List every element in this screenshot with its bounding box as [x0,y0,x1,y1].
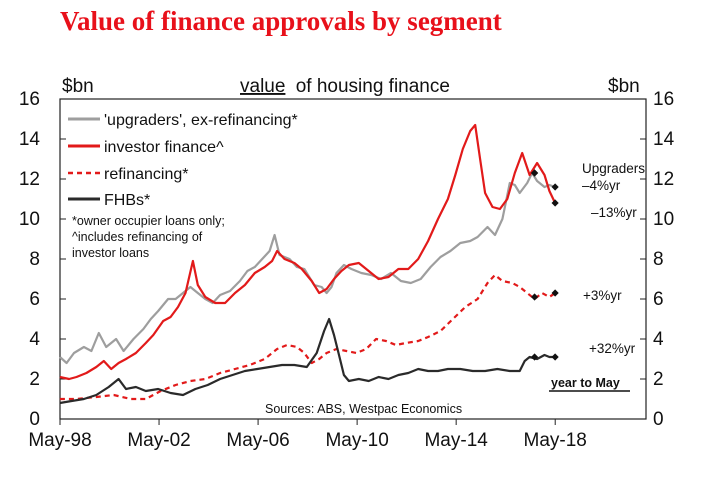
axis-ticks: 0 0 2 2 4 4 6 6 8 8 10 10 12 12 14 14 16 16 May-98 May-02 Ma… [19,89,675,451]
x-tick-label: May-10 [325,430,388,451]
marker-fhb [530,353,539,361]
page-title: Value of finance approvals by segment [60,6,502,36]
annotation-upgraders-name: Upgraders [582,161,645,176]
y-tick-label-right: 4 [653,329,664,350]
marker-investor [551,199,559,207]
legend-label-fhb: FHBs* [104,192,150,209]
x-tick-label: May-18 [524,430,587,451]
series-line-refinancing [59,273,556,401]
y-tick-label-left: 0 [29,409,40,430]
y-tick-label-left: 4 [29,329,40,350]
marker-fhb [551,353,559,361]
right-axis-unit: $bn [608,76,640,97]
series-line-fhb [59,317,556,405]
y-tick-label-left: 16 [19,89,40,110]
y-tick-label-left: 8 [29,249,40,270]
marker-upgraders [551,183,559,191]
x-tick-label: May-06 [226,430,289,451]
y-tick-label-right: 8 [653,249,664,270]
annotation-investor-change: –13%yr [591,205,637,220]
y-tick-label-left: 10 [19,209,40,230]
legend-label-upgraders: 'upgraders', ex-refinancing* [104,112,298,129]
y-tick-label-left: 12 [19,169,40,190]
left-axis-unit: $bn [62,76,94,97]
annotation-upgraders-change: –4%yr [582,178,621,193]
y-tick-label-right: 12 [653,169,674,190]
series-layer [59,123,557,405]
y-tick-label-left: 6 [29,289,40,310]
x-tick-label: May-14 [424,430,488,451]
marker-refinancing [551,289,559,297]
marker-refinancing [530,293,539,301]
marker-investor [530,169,539,177]
y-tick-label-right: 2 [653,369,664,390]
source-note: Sources: ABS, Westpac Economics [265,402,462,416]
x-tick-label: May-02 [127,430,190,451]
legend-label-investor: investor finance^ [104,139,224,156]
chart-title: value of housing finance [240,76,450,97]
footnote-line-1: *owner occupier loans only; [72,214,225,228]
year-to-may-label: year to May [551,376,620,390]
y-tick-label-right: 10 [653,209,674,230]
annotation-fhb-change: +32%yr [589,341,636,356]
y-tick-label-right: 14 [653,129,675,150]
annotation-refinancing-change: +3%yr [583,288,622,303]
y-tick-label-right: 16 [653,89,674,110]
chart-title-rest: of housing finance [296,76,450,97]
series-line-investor [59,123,557,381]
chart-title-underlined: value [240,76,285,97]
footnote-line-3: investor loans [72,246,149,260]
legend-label-refinancing: refinancing* [104,166,189,183]
y-tick-label-right: 6 [653,289,664,310]
marker-layer [530,169,559,361]
y-tick-label-left: 14 [19,129,41,150]
x-tick-label: May-98 [28,430,91,451]
footnote-line-2: ^includes refinancing of [72,230,203,244]
y-tick-label-left: 2 [29,369,40,390]
legend: 'upgraders', ex-refinancing* investor fi… [68,112,298,209]
y-tick-label-right: 0 [653,409,664,430]
